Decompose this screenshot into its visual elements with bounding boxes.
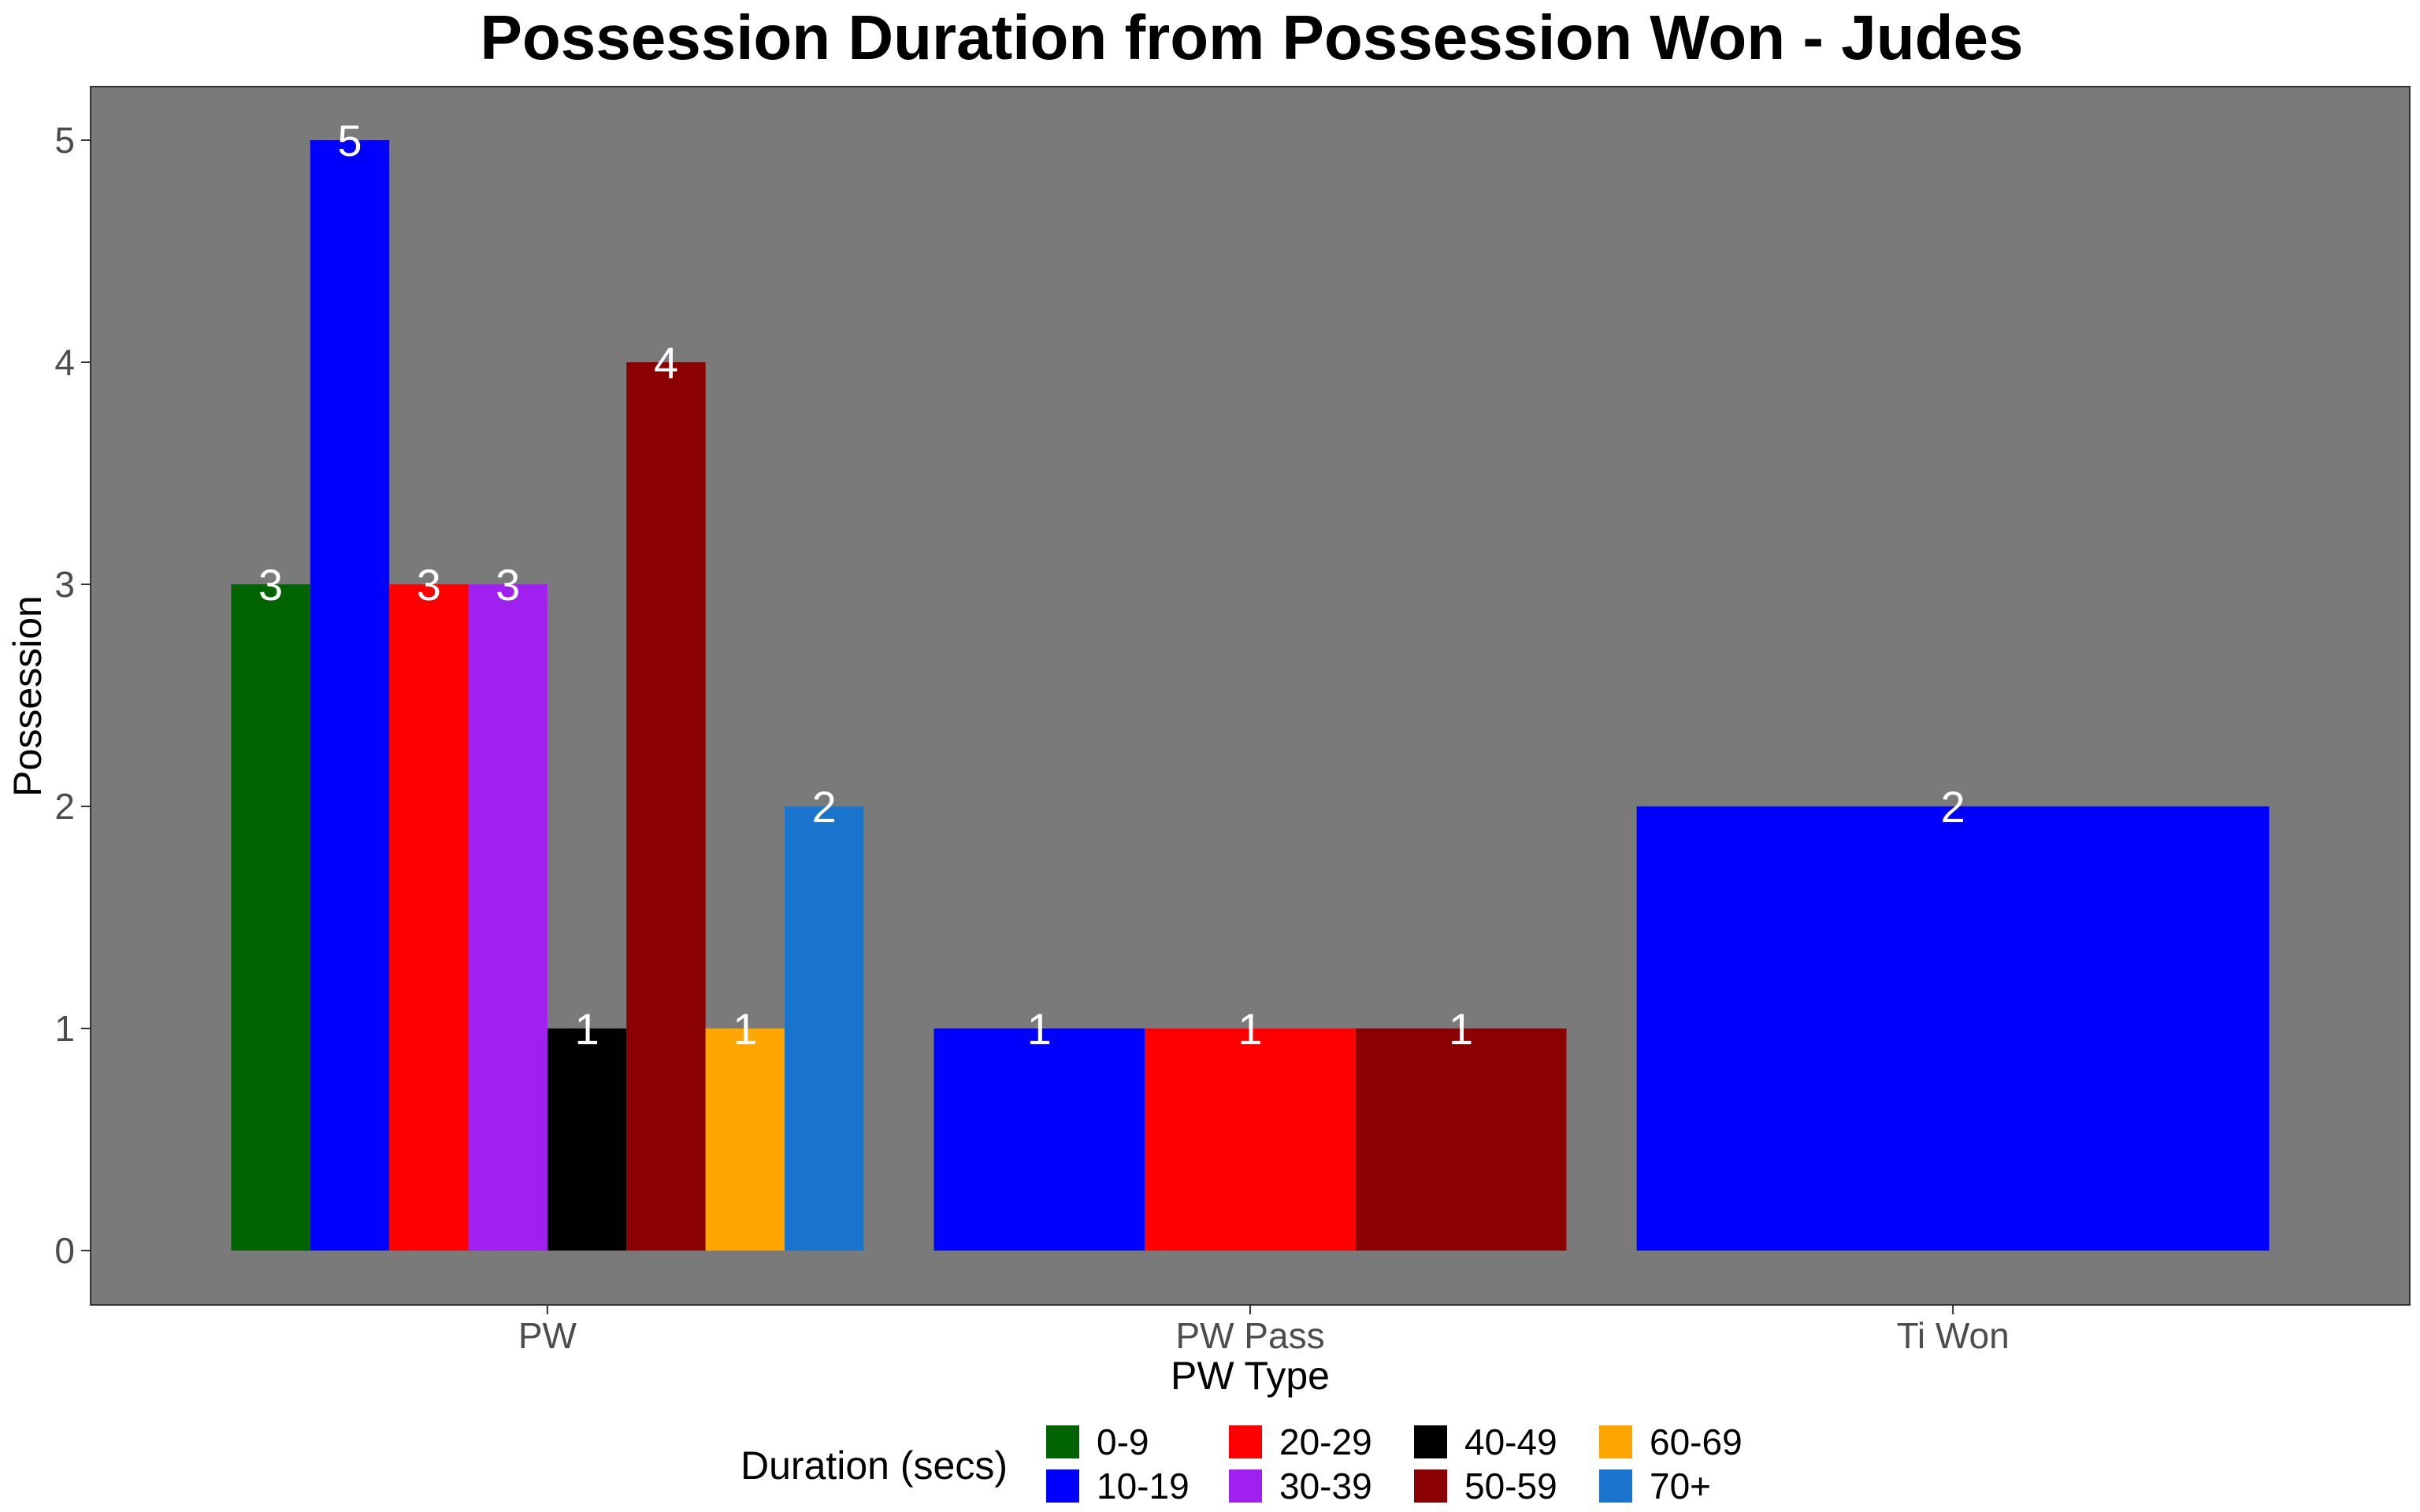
chart-title: Possession Duration from Possession Won … xyxy=(481,2,2024,72)
bar-value-label: 1 xyxy=(733,1004,757,1054)
bar-value-label: 1 xyxy=(1238,1004,1262,1054)
y-tick-label: 4 xyxy=(54,342,75,383)
bar-value-label: 1 xyxy=(1027,1004,1052,1054)
bar-value-label: 1 xyxy=(574,1004,599,1054)
bar-value-label: 3 xyxy=(258,560,283,610)
legend-label: 70+ xyxy=(1650,1466,1711,1506)
legend-title: Duration (secs) xyxy=(740,1443,1008,1488)
y-tick-label: 2 xyxy=(54,786,75,827)
legend-label: 20-29 xyxy=(1279,1421,1372,1462)
legend-key xyxy=(1414,1425,1447,1458)
legend-key xyxy=(1414,1469,1447,1503)
y-tick-label: 0 xyxy=(54,1230,75,1271)
bars xyxy=(231,140,2270,1251)
legend-label: 60-69 xyxy=(1650,1421,1743,1462)
bar-value-label: 3 xyxy=(417,560,441,610)
x-tick-label: PW Pass xyxy=(1175,1315,1324,1356)
bar xyxy=(1355,1028,1567,1251)
bar xyxy=(705,1028,785,1251)
y-tick-label: 1 xyxy=(54,1008,75,1049)
x-axis: PW PW Pass Ti Won xyxy=(518,1305,2010,1356)
legend-label: 10-19 xyxy=(1097,1466,1190,1506)
bar xyxy=(784,806,864,1251)
bar xyxy=(933,1028,1145,1251)
legend-key xyxy=(1046,1469,1079,1503)
legend-label: 30-39 xyxy=(1279,1466,1372,1506)
y-axis: 0 1 2 3 4 5 xyxy=(54,120,91,1271)
legend-label: 0-9 xyxy=(1097,1421,1149,1462)
x-tick-label: Ti Won xyxy=(1897,1315,2010,1356)
bar-value-label: 3 xyxy=(496,560,520,610)
legend-key xyxy=(1046,1425,1079,1458)
bar xyxy=(310,140,390,1251)
legend-key xyxy=(1599,1425,1632,1458)
y-axis-title: Possession xyxy=(6,595,50,797)
bar-value-label: 5 xyxy=(337,116,362,165)
bar-value-label: 1 xyxy=(1449,1004,1473,1054)
bar-value-label: 2 xyxy=(812,782,837,832)
bar xyxy=(1145,1028,1356,1251)
x-axis-title: PW Type xyxy=(1171,1354,1330,1398)
legend-key xyxy=(1229,1469,1262,1503)
x-tick-label: PW xyxy=(518,1315,577,1356)
bar xyxy=(231,584,310,1251)
bar xyxy=(626,362,706,1251)
bar xyxy=(468,584,547,1251)
data-labels: 3 5 3 3 1 4 1 2 1 1 1 2 xyxy=(258,116,1965,1054)
bar xyxy=(1636,806,2270,1251)
y-tick-label: 3 xyxy=(54,564,75,605)
legend-label: 40-49 xyxy=(1464,1421,1557,1462)
bar-value-label: 4 xyxy=(654,338,678,387)
legend-label: 50-59 xyxy=(1464,1466,1557,1506)
y-tick-label: 5 xyxy=(54,120,75,161)
legend-key xyxy=(1229,1425,1262,1458)
bar-value-label: 2 xyxy=(1941,782,1965,832)
bar xyxy=(547,1028,627,1251)
legend-key xyxy=(1599,1469,1632,1503)
bar xyxy=(389,584,469,1251)
